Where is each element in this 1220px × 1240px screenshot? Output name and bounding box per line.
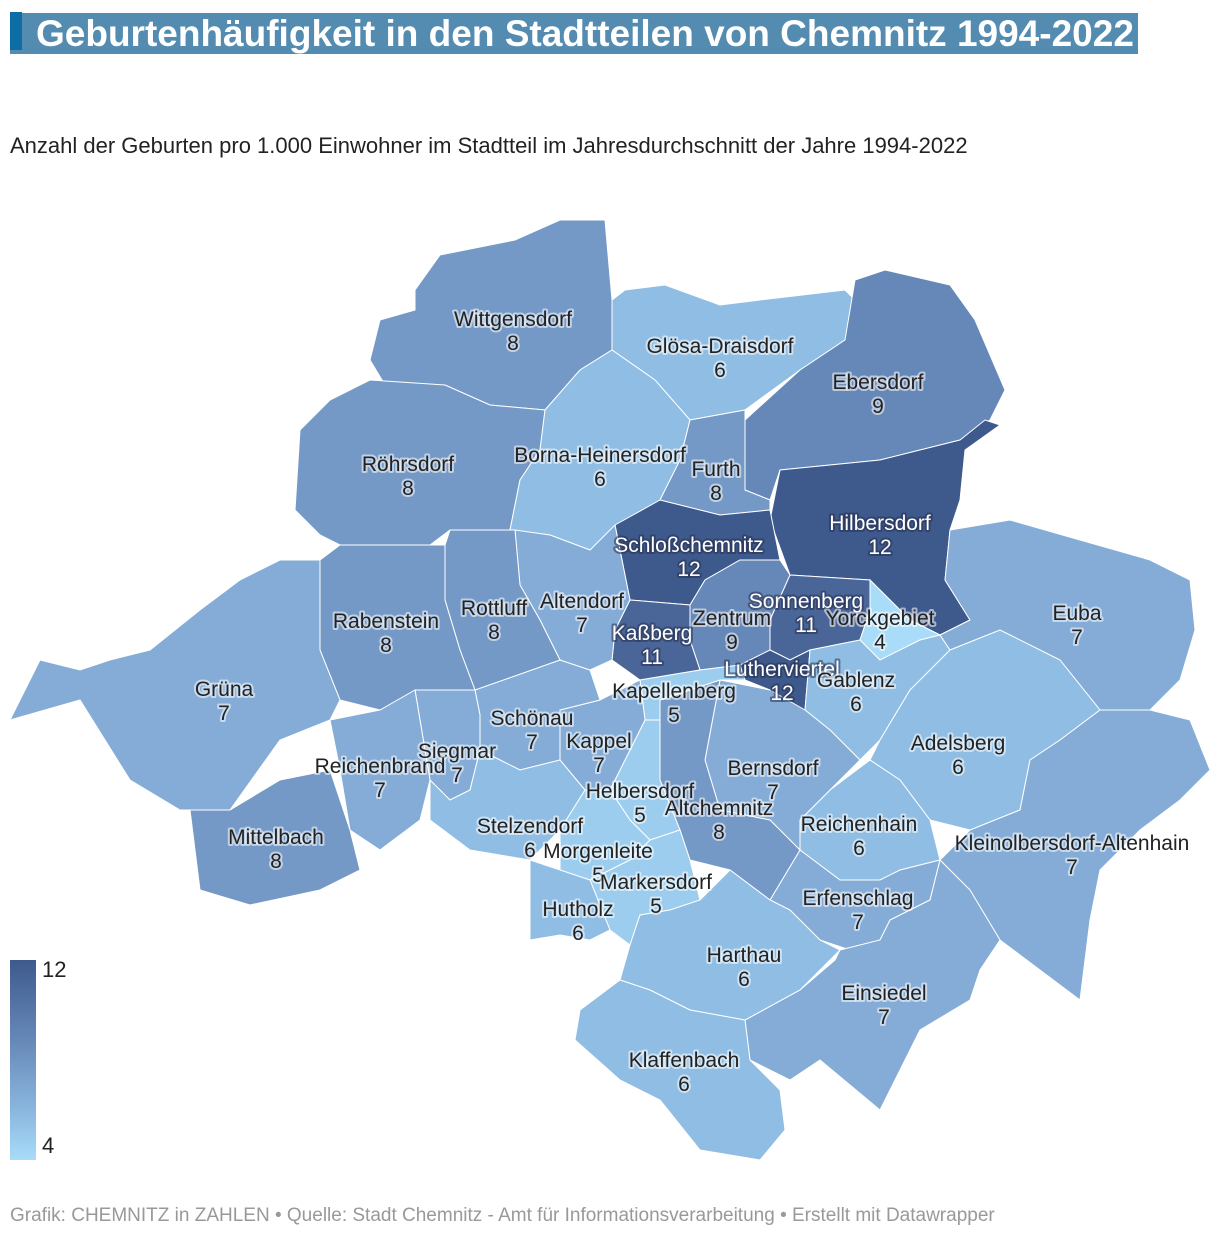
region-value-label: 7 [852,911,864,934]
region-value-label: 6 [952,756,964,779]
region-value-label: 6 [850,693,862,716]
legend-min-label: 4 [42,1133,55,1158]
legend-max-label: 12 [42,957,67,982]
region-name-label: Altchemnitz [665,797,774,820]
region-value-label: 8 [488,621,500,644]
region-value-label: 8 [710,482,722,505]
region-name-label: Siegmar [418,740,496,763]
region-value-label: 11 [795,614,817,637]
region-name-label: Kaßberg [612,622,693,645]
region-kleinolbersdorf-altenhain[interactable] [939,709,1211,1001]
region-value-label: 7 [526,731,538,754]
region-value-label: 6 [572,922,584,945]
region-hutholz[interactable] [529,859,611,941]
region-name-label: Furth [691,458,740,481]
region-value-label: 6 [853,837,865,860]
region-name-label: Hutholz [542,898,613,921]
region-value-label: 11 [641,646,663,669]
region-value-label: 12 [677,558,700,581]
region-name-label: Klaffenbach [629,1049,740,1072]
region-name-label: Lutherviertel [724,658,840,681]
region-name-label: Kapellenberg [612,680,736,703]
region-value-label: 5 [668,704,680,727]
region-name-label: Euba [1052,602,1101,625]
region-klaffenbach[interactable] [574,979,786,1161]
region-name-label: Rabenstein [333,610,439,633]
region-name-label: Kleinolbersdorf-Altenhain [955,832,1190,855]
region-name-label: Kappel [566,730,631,753]
region-name-label: Bernsdorf [727,757,818,780]
region-value-label: 7 [374,779,386,802]
region-name-label: Erfenschlag [803,887,914,910]
region-name-label: Adelsberg [911,732,1006,755]
title-block: Geburtenhäufigkeit in den Stadtteilen vo… [10,10,1195,66]
region-name-label: Rottluff [461,597,527,620]
region-value-label: 6 [678,1073,690,1096]
region-name-label: Wittgensdorf [454,308,572,331]
region-value-label: 12 [868,536,891,559]
region-value-label: 6 [714,359,726,382]
region-value-label: 8 [713,821,725,844]
region-name-label: Gablenz [817,669,895,692]
region-name-label: Sonnenberg [749,590,863,613]
region-gruena[interactable] [9,559,341,811]
region-value-label: 7 [451,764,463,787]
region-value-label: 9 [726,631,738,654]
region-reichenbrand[interactable] [329,689,431,851]
region-stelzendorf[interactable] [429,749,586,861]
footer-credits: Grafik: CHEMNITZ in ZAHLEN • Quelle: Sta… [10,1205,995,1226]
region-value-label: 7 [576,614,588,637]
title-marker [10,12,22,50]
region-value-label: 4 [874,631,886,654]
region-name-label: Altendorf [540,590,624,613]
region-name-label: Markersdorf [600,871,712,894]
region-name-label: Zentrum [693,607,771,630]
region-value-label: 7 [878,1006,890,1029]
chart-subtitle: Anzahl der Geburten pro 1.000 Einwohner … [10,133,968,158]
region-name-label: Glösa-Draisdorf [646,335,793,358]
region-value-label: 8 [402,477,414,500]
region-name-label: Harthau [707,944,782,967]
region-name-label: Morgenleite [543,840,653,863]
region-name-label: Ebersdorf [832,371,923,394]
region-value-label: 8 [507,332,519,355]
region-name-label: Stelzendorf [477,815,583,838]
region-name-label: Einsiedel [841,982,926,1005]
region-name-label: Reichenbrand [315,755,446,778]
region-name-label: Grüna [195,678,254,701]
region-value-label: 6 [524,839,536,862]
region-name-label: Mittelbach [228,826,324,849]
region-name-label: Borna-Heinersdorf [514,444,686,467]
region-value-label: 7 [1071,626,1083,649]
region-value-label: 5 [592,864,604,887]
region-value-label: 7 [218,702,230,725]
region-value-label: 6 [594,468,606,491]
region-value-label: 6 [738,968,750,991]
region-name-label: Schloßchemnitz [614,534,763,557]
region-value-label: 8 [270,850,282,873]
region-value-label: 7 [593,754,605,777]
region-mittelbach[interactable] [189,769,361,906]
region-value-label: 12 [770,682,793,705]
region-value-label: 9 [872,395,884,418]
region-value-label: 5 [650,895,662,918]
region-value-label: 7 [767,781,779,804]
chart-title: Geburtenhäufigkeit in den Stadtteilen vo… [36,13,1134,54]
region-value-label: 7 [1066,856,1078,879]
region-value-label: 5 [634,804,646,827]
region-value-label: 8 [380,634,392,657]
region-name-label: Helbersdorf [586,780,695,803]
legend-color-scale [10,960,36,1160]
region-name-label: Reichenhain [801,813,918,836]
region-name-label: Hilbersdorf [829,512,931,535]
region-name-label: Yorckgebiet [826,607,935,630]
region-name-label: Röhrsdorf [362,453,454,476]
region-name-label: Schönau [491,707,574,730]
